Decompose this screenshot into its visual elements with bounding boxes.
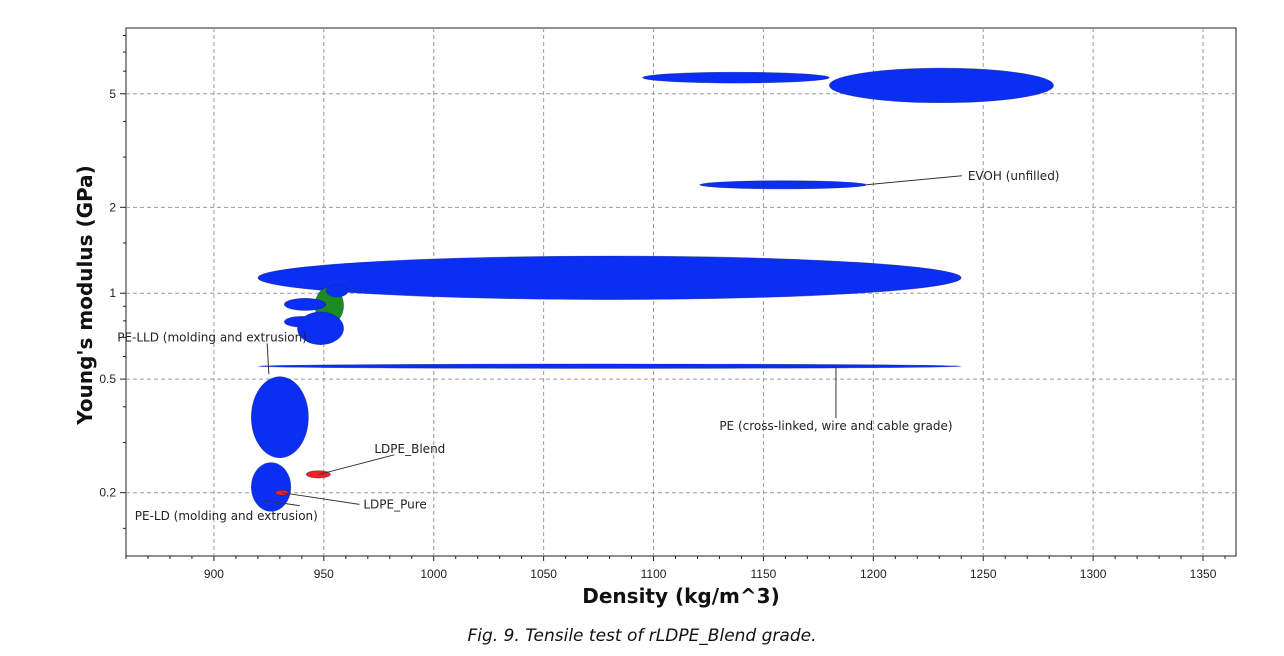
material-bubble-red xyxy=(305,470,331,479)
x-tick-label: 900 xyxy=(204,567,224,581)
bubble-chart: EVOH (unfilled) PE-LLD (molding and extru… xyxy=(73,27,1237,608)
y-tick-label: 5 xyxy=(109,87,116,101)
x-tick-label: 1000 xyxy=(420,567,447,581)
material-bubble-blue xyxy=(257,255,962,300)
y-tick-label: 2 xyxy=(109,200,116,214)
x-tick-label: 1250 xyxy=(970,567,997,581)
annotation-evoh-unfilled-label: EVOH (unfilled) xyxy=(968,169,1060,183)
y-tick-label: 0.5 xyxy=(99,372,116,386)
x-tick-label: 950 xyxy=(314,567,334,581)
y-axis-title: Young's modulus (GPa) xyxy=(73,165,97,426)
annotation-pe-ld-molding-and-extrusion-leader xyxy=(264,499,300,507)
axis-ticks: 900 950 1000 1050 1100 1150 1200 1250 1300 1350 0.… xyxy=(99,35,1226,581)
material-bubble-blue xyxy=(699,180,868,190)
x-tick-label: 1100 xyxy=(641,567,667,581)
annotation-evoh-unfilled-leader xyxy=(866,175,962,186)
x-tick-label: 1200 xyxy=(860,567,887,581)
material-bubble-blue xyxy=(257,363,962,369)
annotation-ldpe-pure-label: LDPE_Pure xyxy=(363,497,426,511)
annotation-pe-lld-molding-and-extrusion-leader xyxy=(266,343,270,375)
y-tick-label: 0.2 xyxy=(99,486,116,500)
annotation-ldpe-pure-leader xyxy=(281,492,360,505)
material-bubble-blue xyxy=(642,71,830,84)
material-bubble-blue xyxy=(297,311,344,346)
x-axis-title: Density (kg/m^3) xyxy=(582,584,779,608)
annotation-pe-ld-molding-and-extrusion-label: PE-LD (molding and extrusion) xyxy=(135,509,318,523)
x-tick-label: 1350 xyxy=(1190,567,1217,581)
material-bubble-blue xyxy=(829,67,1054,104)
x-tick-label: 1300 xyxy=(1080,567,1107,581)
annotation-ldpe-blend-label: LDPE_Blend xyxy=(374,442,445,456)
material-bubble-blue xyxy=(283,297,327,311)
annotation-ldpe-blend-leader xyxy=(319,454,395,475)
annotations: EVOH (unfilled) PE-LLD (molding and extru… xyxy=(117,169,1059,523)
material-bubble-blue xyxy=(250,376,309,459)
x-tick-label: 1150 xyxy=(751,567,777,581)
y-tick-label: 1 xyxy=(109,286,116,300)
figure-caption: Fig. 9. Tensile test of rLDPE_Blend grad… xyxy=(467,626,817,646)
annotation-pe-lld-molding-and-extrusion-label: PE-LLD (molding and extrusion) xyxy=(117,330,307,344)
material-bubbles xyxy=(250,67,1054,512)
annotation-pe-cross-linked-wire-and-cable-grade-label: PE (cross-linked, wire and cable grade) xyxy=(719,419,952,433)
x-tick-label: 1050 xyxy=(530,567,557,581)
material-bubble-blue xyxy=(325,284,349,298)
material-bubble-blue xyxy=(250,462,292,512)
